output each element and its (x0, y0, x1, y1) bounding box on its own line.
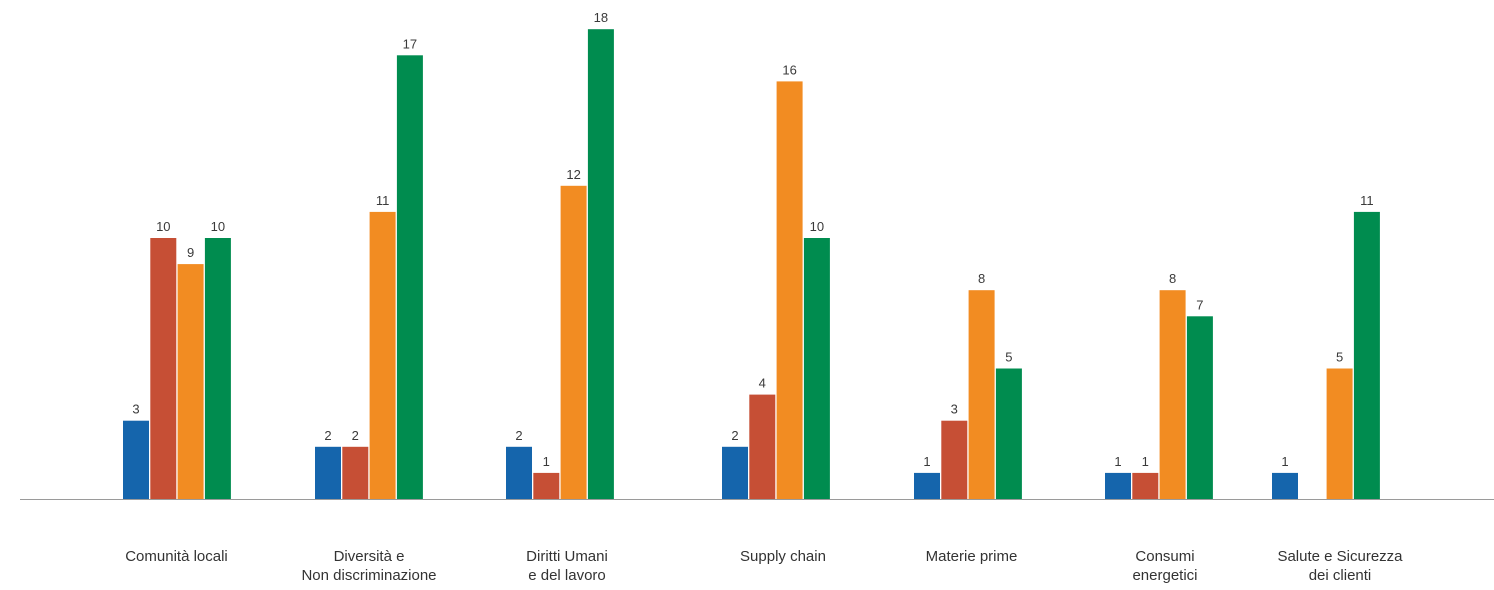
bar (1353, 211, 1380, 499)
bar (177, 264, 204, 499)
bar (968, 290, 995, 499)
data-label: 1 (923, 454, 930, 469)
category-tick-label: Diversità e (334, 548, 405, 565)
bar (342, 446, 369, 499)
category-tick-label: energetici (1132, 567, 1197, 584)
category-tick-label: Materie prime (926, 548, 1018, 565)
category-tick-label: dei clienti (1309, 567, 1372, 584)
bar (914, 472, 940, 499)
data-label: 5 (1005, 350, 1012, 365)
data-label: 8 (978, 271, 985, 286)
bar (315, 446, 341, 499)
data-label: 16 (782, 62, 796, 77)
category-tick-label: e del lavoro (528, 567, 606, 584)
category-tick-label: Salute e Sicurezza (1277, 548, 1403, 565)
bar (204, 238, 231, 499)
category-tick-label: Comunità locali (125, 548, 228, 565)
data-label: 11 (376, 193, 390, 208)
bar (1326, 368, 1353, 499)
bar (1186, 316, 1213, 499)
data-label: 18 (594, 10, 608, 25)
category-tick-label: Non discriminazione (301, 567, 436, 584)
data-label: 1 (1142, 454, 1149, 469)
category-tick-label: Consumi (1135, 548, 1194, 565)
bar (995, 368, 1022, 499)
data-label: 10 (810, 219, 824, 234)
data-label: 11 (1360, 193, 1374, 208)
bar (560, 185, 587, 500)
data-label: 8 (1169, 271, 1176, 286)
bar (123, 420, 149, 499)
bar (396, 55, 423, 500)
data-label: 9 (187, 245, 194, 260)
data-label: 4 (759, 376, 766, 391)
data-label: 5 (1336, 350, 1343, 365)
bar (150, 238, 177, 499)
bars-layer (123, 29, 1380, 500)
bar (749, 394, 776, 499)
category-tick-label: Diritti Umani (526, 548, 608, 565)
category-tick-label: Supply chain (740, 548, 826, 565)
bar (533, 472, 560, 499)
data-label: 2 (352, 428, 359, 443)
data-label: 10 (211, 219, 225, 234)
data-label: 1 (1114, 454, 1121, 469)
data-label: 3 (951, 402, 958, 417)
data-label: 1 (1281, 454, 1288, 469)
data-label: 7 (1196, 297, 1203, 312)
bar (722, 446, 748, 499)
data-label: 1 (543, 454, 550, 469)
category-labels-layer: Comunità locali Diversità e Non discrimina… (125, 548, 1403, 584)
data-label: 2 (324, 428, 331, 443)
bar (776, 81, 803, 500)
data-label: 12 (566, 167, 580, 182)
data-label: 2 (731, 428, 738, 443)
data-label: 17 (403, 36, 417, 51)
bar (803, 238, 830, 499)
bar (1105, 472, 1131, 499)
data-label: 10 (156, 219, 170, 234)
bar (506, 446, 532, 499)
bar (1272, 472, 1298, 499)
data-label: 2 (515, 428, 522, 443)
bar (369, 211, 396, 499)
bar (587, 29, 614, 499)
data-label: 3 (132, 402, 139, 417)
bar (1132, 472, 1159, 499)
bar (1159, 290, 1186, 499)
bar (941, 420, 968, 499)
